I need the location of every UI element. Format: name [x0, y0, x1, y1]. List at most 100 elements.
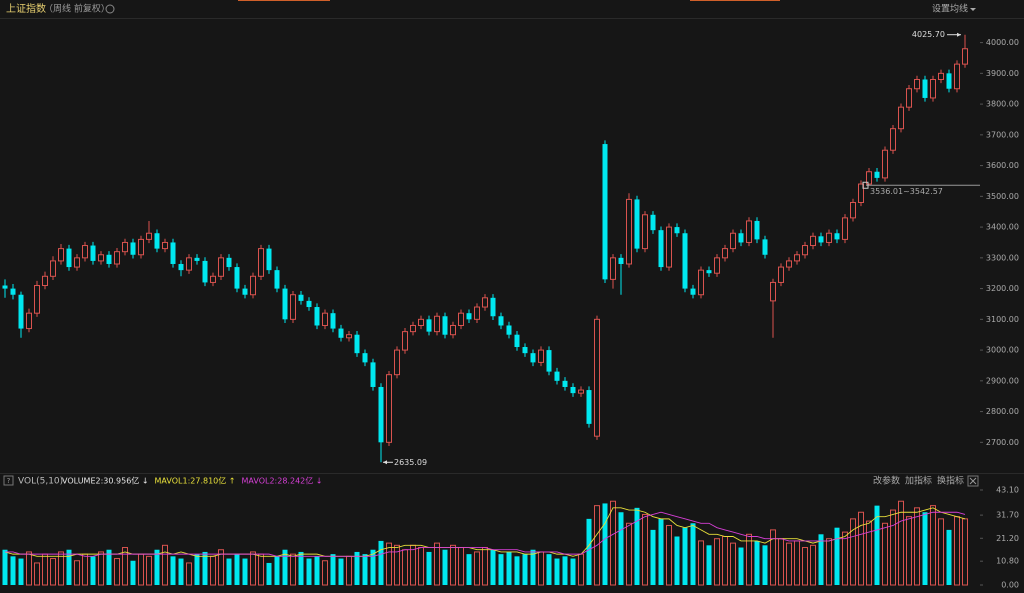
toolbar-button[interactable]: 加指标 [905, 475, 932, 487]
y-tick-label: 4000.00 [986, 38, 1019, 47]
candle-body [554, 371, 560, 381]
candle-body [442, 316, 448, 335]
candle-body [330, 313, 336, 329]
volume-bar [314, 556, 320, 585]
volume-bar [402, 549, 408, 586]
volume-bar [18, 558, 24, 585]
candle-body [754, 220, 760, 240]
volume-bar [706, 545, 712, 585]
volume-bar [346, 555, 352, 586]
candle-body [66, 248, 72, 268]
volume-bar [746, 533, 752, 586]
volume-bar [658, 518, 664, 585]
volume-bar [66, 549, 72, 585]
candle-body [362, 353, 368, 363]
candle-body [98, 254, 104, 262]
volume-bar [242, 558, 248, 585]
range-marker [862, 181, 869, 189]
range-label: 3536.01~3542.57 [870, 187, 943, 196]
candle-body [50, 260, 56, 277]
volume-bar [58, 551, 64, 586]
volume-bar [258, 553, 264, 586]
ma-setting-button[interactable]: 设置均线 [932, 3, 968, 15]
candle-body [458, 312, 464, 326]
close-button[interactable] [967, 475, 979, 487]
candle-body [858, 183, 864, 203]
candle-body [138, 238, 144, 256]
toolbar-button[interactable]: 换指标 [937, 475, 964, 487]
candle-body [898, 106, 904, 130]
volume-bar [178, 558, 184, 585]
candle-body [394, 349, 400, 376]
candle-body [354, 334, 360, 354]
candle-body [202, 260, 208, 283]
volume-bar [882, 522, 888, 586]
candle-body [826, 232, 832, 243]
volume-bar [850, 518, 856, 586]
volume-bar [546, 554, 552, 585]
candle-body [650, 214, 656, 231]
candle-body [82, 245, 88, 259]
volume-bar [930, 505, 936, 586]
candle-body [466, 313, 472, 320]
candle-body [522, 347, 528, 354]
candle-body [794, 254, 800, 262]
volume-bar [218, 549, 224, 586]
y-tick-label: 3200.00 [986, 284, 1019, 293]
volume-bar [418, 547, 424, 586]
y-tick-label: 3400.00 [986, 223, 1019, 232]
volume-bar [10, 556, 16, 585]
volume-bar [426, 551, 432, 585]
candle-body [26, 312, 32, 330]
candle-body [34, 285, 40, 314]
candle-body [890, 128, 896, 151]
candle-body [802, 245, 808, 256]
candle-body [290, 294, 296, 320]
candle-body [698, 269, 704, 296]
toolbar-button[interactable]: 改参数 [873, 475, 900, 487]
low-arrow [383, 460, 387, 465]
candle-body [242, 288, 248, 295]
dropdown-caret[interactable] [970, 8, 976, 11]
candle-body [386, 374, 392, 443]
volume-bar [858, 511, 864, 586]
high-arrow [957, 32, 961, 37]
candle-body [706, 270, 712, 274]
candle-body [610, 257, 616, 280]
candle-body [130, 242, 136, 255]
candle-body [58, 248, 64, 262]
volume-bar [690, 523, 696, 585]
volume-bar [194, 554, 200, 585]
candle-body [746, 220, 752, 243]
volume-bar [610, 500, 616, 586]
volume-bar [26, 551, 32, 586]
volume-bar [530, 549, 536, 585]
volume-bar [442, 549, 448, 585]
candle-body [586, 390, 592, 424]
y-tick-label: 21.20 [996, 534, 1019, 543]
volume-bar [770, 529, 776, 586]
candle-body [178, 263, 184, 271]
volume-bar [330, 554, 336, 585]
candle-body [402, 331, 408, 351]
candle-body [474, 306, 480, 320]
candle-body [506, 325, 512, 335]
period-label: （周线 前复权） [44, 3, 110, 15]
volume-bar [842, 531, 848, 586]
candle-body [930, 78, 936, 99]
settings-icon[interactable] [105, 4, 115, 14]
help-icon[interactable] [3, 475, 14, 486]
volume-bar [234, 554, 240, 585]
volume-bar [362, 554, 368, 585]
y-tick-label: 10.80 [996, 557, 1019, 566]
candle-body [434, 315, 440, 333]
y-tick-label: 3500.00 [986, 192, 1019, 201]
index-title: 上证指数 [6, 2, 46, 15]
volume-bar [738, 547, 744, 585]
candle-body [410, 324, 416, 333]
y-tick-label: 3600.00 [986, 161, 1019, 170]
volume-bar [466, 554, 472, 585]
volume-bar [586, 518, 592, 585]
volume-bar [274, 556, 280, 585]
candle-body [682, 233, 688, 289]
